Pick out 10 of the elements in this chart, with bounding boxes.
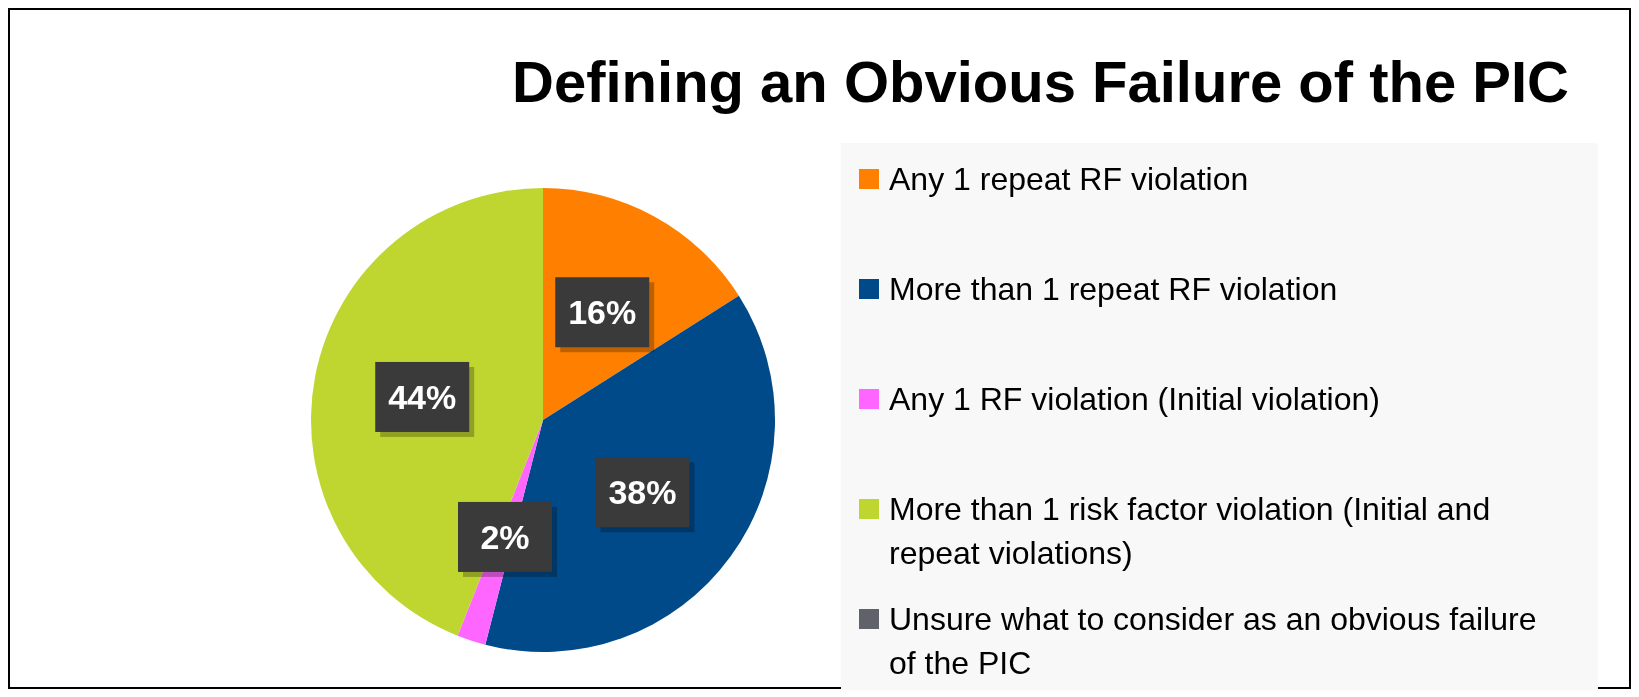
legend-label: More than 1 risk factor violation (Initial and repeat violations): [889, 490, 1492, 573]
chart-title: Defining an Obvious Failure of the PIC: [511, 48, 1569, 115]
legend-label: Any 1 repeat RF violation: [889, 160, 1250, 199]
data-label: 2%: [480, 517, 530, 556]
data-label: 44%: [388, 377, 457, 416]
data-label: 38%: [608, 473, 677, 512]
data-label: 16%: [568, 293, 637, 332]
legend-label: More than 1 repeat RF violation: [889, 270, 1339, 309]
legend-label: Unsure what to consider as an obvious failure of the PIC: [889, 600, 1538, 683]
legend-label: Any 1 RF violation (Initial violation): [889, 380, 1381, 419]
